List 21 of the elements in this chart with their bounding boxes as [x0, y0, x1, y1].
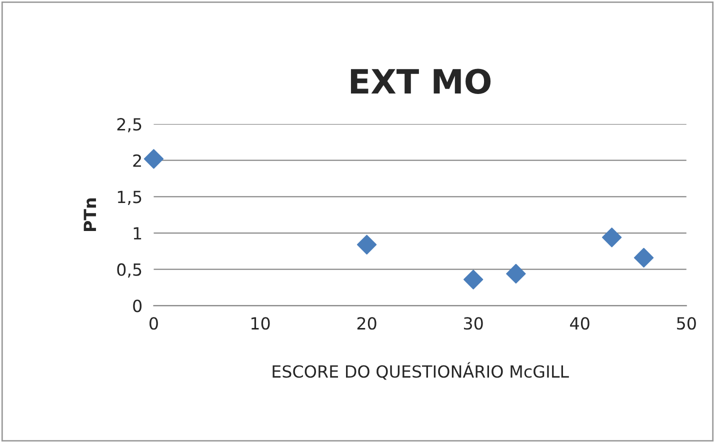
x-tick-label: 20 — [357, 317, 376, 330]
chart-title: EXT MO — [350, 68, 491, 94]
x-tick-label: 30 — [464, 317, 483, 330]
point — [463, 270, 484, 290]
y-tick-label: 0,5 — [117, 263, 142, 278]
point — [506, 264, 526, 284]
y-tick-label: 0 — [133, 300, 142, 312]
point — [602, 228, 622, 248]
y-tick-label: 1 — [134, 227, 142, 240]
y-tick-label: 2 — [133, 154, 141, 167]
point — [144, 149, 164, 169]
x-tick-label: 0 — [150, 317, 158, 330]
x-axis-title: ESCORE DO QUESTIONÁRIO McGILL — [272, 362, 569, 380]
y-axis-title: PTn — [84, 198, 96, 232]
point — [356, 234, 377, 254]
x-tick-label: 50 — [677, 317, 696, 330]
y-tick-label: 1,5 — [118, 190, 142, 205]
x-tick-label: 40 — [570, 317, 590, 330]
point — [634, 248, 654, 268]
y-tick-label: 2,5 — [117, 118, 142, 132]
x-tick-label: 10 — [251, 317, 270, 330]
